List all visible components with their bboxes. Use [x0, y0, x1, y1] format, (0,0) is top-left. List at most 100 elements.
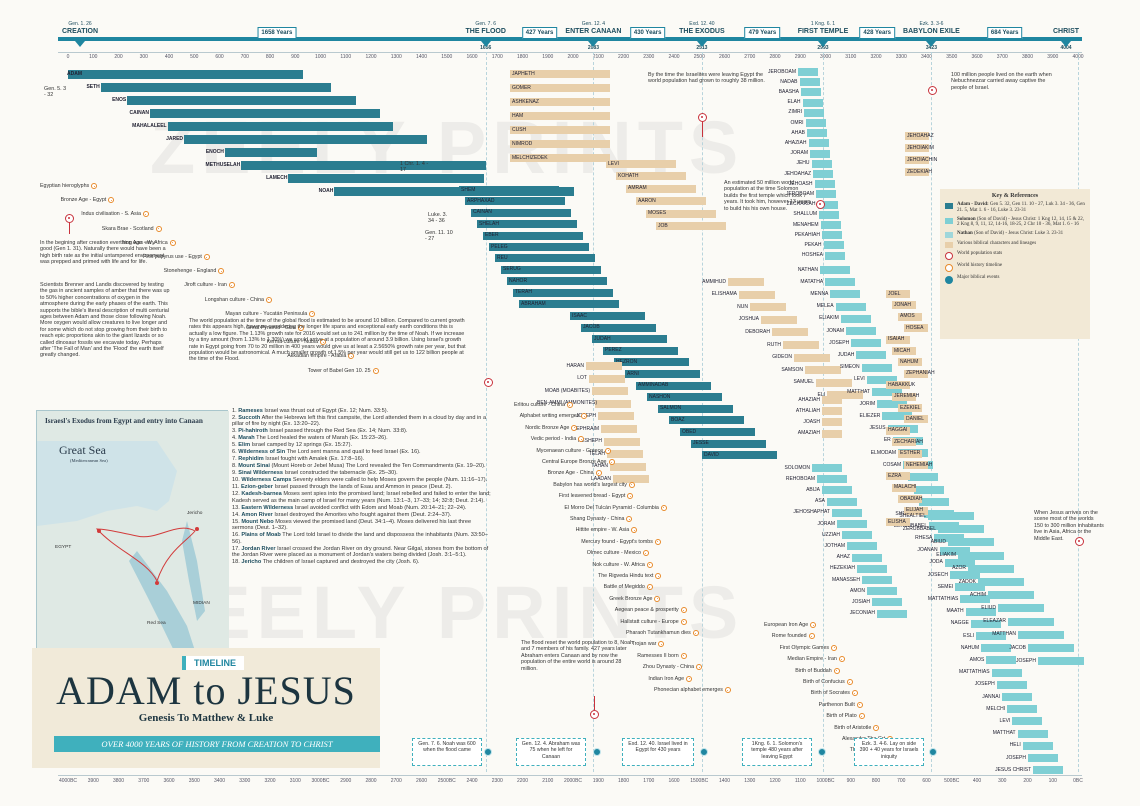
- history-event: The Rigveda Hindu text: [598, 573, 662, 579]
- history-event-marker: [655, 573, 662, 579]
- bottom-tick: 3300: [239, 778, 251, 784]
- key-row: Solomon (Son of David) - Jesus Christ: 1…: [945, 217, 1085, 229]
- lineage-bar: [581, 323, 656, 332]
- lineage-bar: [908, 473, 939, 482]
- key-row: Adam - David: Gen 5. 32, Gen 11. 10 - 27…: [945, 202, 1085, 214]
- population-pin-stem: [69, 222, 70, 234]
- gen-ref-adam: Gen. 5. 3 - 32: [44, 86, 67, 99]
- duration-box: 479 Years: [744, 27, 781, 39]
- lineage-bar: [1018, 630, 1064, 639]
- lineage-bar: [904, 369, 928, 378]
- scientists-text: Scientists Brenner and Landis discovered…: [40, 282, 170, 359]
- top-tick: 1200: [365, 54, 377, 60]
- history-event: Aegean peace & prosperity: [615, 607, 687, 614]
- history-event-label: Nordic Bronze Age: [525, 424, 570, 431]
- history-event-marker: [628, 481, 635, 488]
- exodus-step: 6. Wilderness of Sin The Lord sent manna…: [232, 449, 494, 455]
- lineage-bar: [837, 520, 867, 528]
- top-tick: 2800: [769, 54, 781, 60]
- lineage-bar: [805, 119, 826, 127]
- ref-box-exile: Ezk. 3. 4-6. Lay on side 390 + 40 years …: [854, 738, 924, 766]
- lineage-bar: [822, 231, 842, 240]
- person-bar: [592, 387, 628, 396]
- history-event-marker: [654, 538, 661, 545]
- top-tick: 1500: [441, 54, 453, 60]
- lineage-name: SEMEI: [937, 583, 954, 590]
- bottom-tick: 3800: [112, 778, 125, 784]
- lineage-name: JEROBOAM: [767, 68, 796, 75]
- lineage-name: JACOB: [583, 324, 600, 331]
- exodus-step-number: 5.: [232, 442, 237, 449]
- history-event-marker: [831, 644, 838, 651]
- lineage-bar: [812, 464, 842, 472]
- bottom-tick: 1800: [617, 778, 630, 784]
- exodus-step-place: Pi-hahiroth: [238, 428, 268, 435]
- lineage-name: ABIJA: [806, 486, 820, 493]
- map-graphic: [37, 411, 229, 657]
- exodus-step: 8. Mount Sinai (Mount Horeb or Jebel Mus…: [232, 463, 494, 469]
- person-bar: [772, 328, 808, 337]
- history-event-marker: [320, 339, 327, 346]
- top-tick: 3500: [946, 54, 958, 60]
- lineage-name: JORIM: [859, 400, 876, 407]
- person-bar: [604, 437, 640, 446]
- lineage-bar: [691, 439, 766, 448]
- history-event-label: First Olympic Games: [779, 644, 830, 651]
- exodus-step-place: Kadesh-barnea: [241, 491, 282, 498]
- lineage-name: JEHOIACHIN: [907, 156, 938, 163]
- history-event: Tower of Babel Gen 10. 25: [308, 367, 379, 374]
- lineage-name: JUDAH: [837, 351, 855, 358]
- lineage-name: MAATH: [946, 608, 964, 615]
- lineage-name: NAGGE: [950, 620, 969, 627]
- lineage-bar: [626, 184, 696, 193]
- top-tick: 1700: [491, 54, 503, 60]
- bottom-tick: 2200: [516, 778, 529, 784]
- history-event-marker: [680, 618, 687, 625]
- history-event-label: Birth of Plato: [826, 713, 857, 720]
- bottom-tick: 1500BC: [690, 778, 709, 784]
- lineage-bar: [905, 156, 929, 164]
- lineage-bar: [636, 381, 711, 390]
- lineage-name: JANNAI: [982, 693, 1000, 700]
- history-event-label: Shang Dynasty - China: [570, 516, 625, 522]
- history-event-label: Indian Iron Age: [648, 675, 685, 682]
- lineage-name: REU: [497, 254, 508, 261]
- flood-reset-text: The flood reset the world population to …: [521, 640, 634, 672]
- exodus-step-text: Israel avoided conflict with Edom and Mo…: [294, 504, 467, 511]
- person-name: RUTH: [767, 341, 781, 348]
- era-marker: [75, 41, 85, 47]
- lineage-name: HAM: [512, 112, 524, 119]
- lineage-bar: [832, 508, 862, 517]
- lineage-bar: [519, 300, 619, 308]
- history-event: Zhou Dynasty - China: [643, 664, 703, 671]
- lineage-name: UZZIAH: [821, 531, 840, 538]
- history-event: Parthenon Built: [819, 701, 863, 708]
- lineage-bar: [960, 595, 991, 604]
- lineage-bar: [872, 598, 902, 607]
- lineage-name: TERAH: [515, 289, 532, 296]
- lineage-name: JOASH: [803, 418, 820, 425]
- history-event-marker: [692, 630, 699, 636]
- population-pin-solomon: [816, 200, 825, 209]
- top-tick: 3700: [996, 54, 1008, 60]
- lineage-name: AMMINADAB: [638, 382, 669, 389]
- lineage-bar: [867, 587, 897, 596]
- lineage-name: JACOB: [1009, 644, 1026, 651]
- era-gridline: [1078, 52, 1079, 772]
- history-event: Olmec culture - Mexico: [587, 550, 649, 557]
- key-row-title: Nathan: [957, 231, 973, 237]
- lineage-bar: [808, 139, 829, 148]
- gen-ref-luke: Luke. 3. 34 - 36: [428, 212, 448, 225]
- history-event-marker: [646, 561, 653, 568]
- lineage-bar: [802, 98, 823, 107]
- era-label: FIRST TEMPLE: [797, 28, 849, 35]
- population-pin-stem-2: [702, 121, 703, 137]
- history-event: Hittite empire - W. Asia: [576, 527, 638, 534]
- lineage-bar: [811, 159, 832, 168]
- person-name: GIDEON: [772, 354, 792, 361]
- lineage-bar: [918, 497, 949, 506]
- key-swatch: [945, 217, 953, 224]
- lineage-bar: [1002, 693, 1032, 701]
- lineage-bar: [827, 497, 857, 506]
- lineage-name: DANIEL: [906, 415, 925, 422]
